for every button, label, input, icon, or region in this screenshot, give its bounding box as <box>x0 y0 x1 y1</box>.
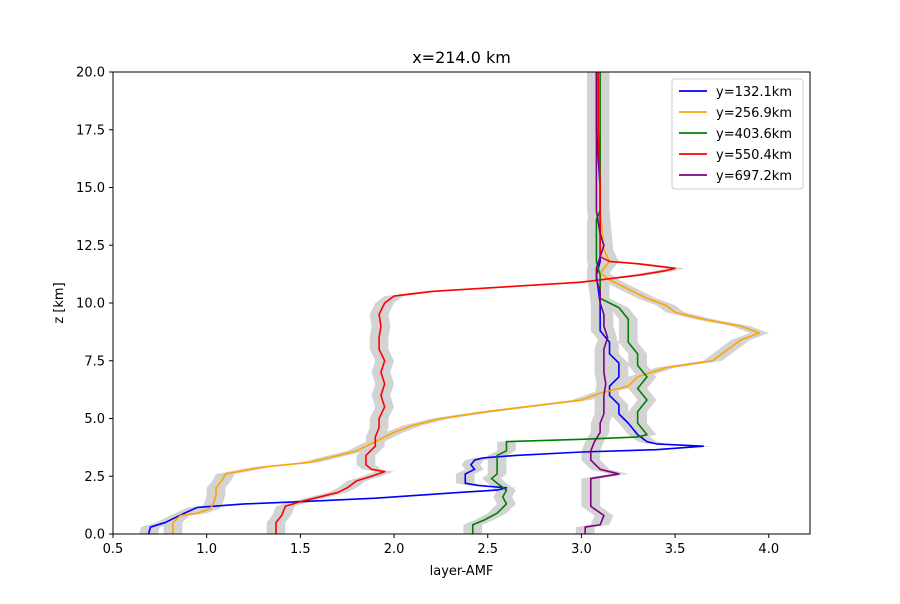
series-line-3 <box>471 72 648 534</box>
x-tick-label: 4.0 <box>758 542 779 557</box>
series-lines <box>147 71 761 535</box>
x-tick-label: 2.5 <box>477 542 498 557</box>
y-axis: 0.0 2.5 5.0 7.5 10.0 12.5 15.0 17.5 20.0 <box>76 66 113 543</box>
x-tick-label: 1.0 <box>196 542 217 557</box>
legend-label: y=550.4km <box>716 148 792 163</box>
legend-frame <box>671 78 804 190</box>
y-tick-label: 5.0 <box>84 412 105 427</box>
band-1 <box>139 72 713 534</box>
legend-label: y=256.9km <box>716 106 792 121</box>
series-line-4 <box>275 72 676 534</box>
y-axis-label: z [km] <box>52 282 67 323</box>
legend: y=132.1km y=256.9km y=403.6km y=550.4km y=69… <box>671 78 804 190</box>
band-4 <box>266 72 685 534</box>
y-tick-label: 12.5 <box>76 239 105 254</box>
y-tick-label: 17.5 <box>76 123 105 138</box>
y-tick-label: 20.0 <box>76 66 105 81</box>
x-axis-label: layer-AMF <box>430 564 494 579</box>
x-tick-label: 3.0 <box>571 542 592 557</box>
y-tick-label: 15.0 <box>76 181 105 196</box>
band-3 <box>463 72 657 534</box>
legend-label: y=403.6km <box>716 127 792 142</box>
x-tick-label: 1.5 <box>290 542 311 557</box>
x-tick-label: 2.0 <box>384 542 405 557</box>
y-tick-label: 2.5 <box>84 470 105 485</box>
legend-label: y=697.2km <box>716 169 792 184</box>
y-tick-label: 7.5 <box>84 354 105 369</box>
y-tick-label: 10.0 <box>76 297 105 312</box>
y-tick-label: 0.0 <box>84 528 105 543</box>
x-axis: 0.5 1.0 1.5 2.0 2.5 3.0 3.5 4.0 <box>103 534 779 557</box>
band-5 <box>575 72 629 534</box>
series-line-5 <box>584 72 620 534</box>
series-line-2 <box>172 71 761 534</box>
chart-title: x=214.0 km <box>412 48 511 67</box>
band-2 <box>163 72 769 534</box>
x-tick-label: 0.5 <box>103 542 124 557</box>
uncertainty-bands <box>139 72 769 534</box>
legend-label: y=132.1km <box>716 85 792 100</box>
series-line-1 <box>147 72 705 535</box>
x-tick-label: 3.5 <box>665 542 686 557</box>
